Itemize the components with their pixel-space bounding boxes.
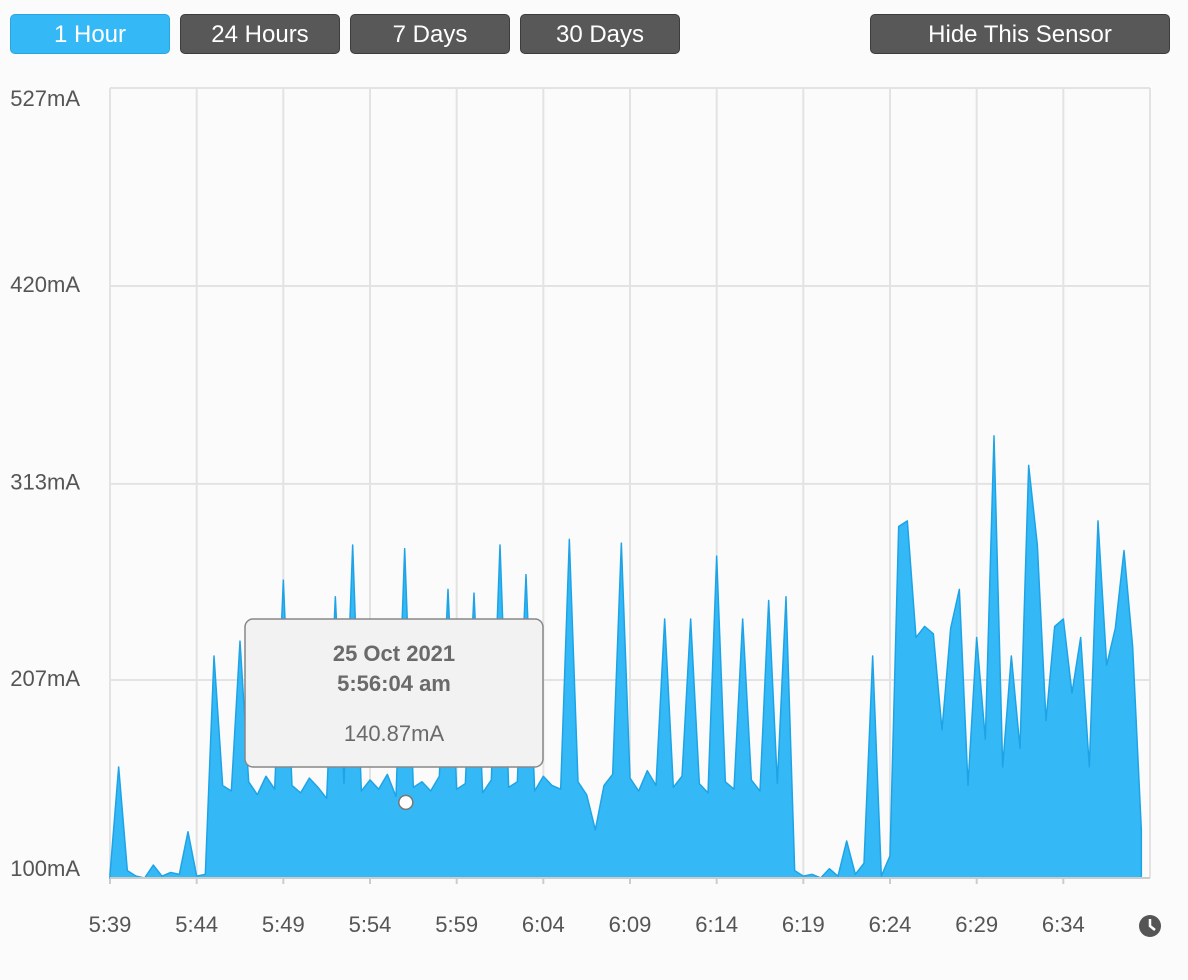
tooltip-date: 25 Oct 2021 [333,641,455,666]
y-tick-label: 207mA [10,666,80,691]
y-tick-label: 420mA [10,272,80,297]
range-button[interactable]: 24 Hours [180,14,340,54]
tooltip-time: 5:56:04 am [337,671,451,696]
y-tick-label: 313mA [10,470,80,495]
x-tick-label: 6:04 [522,912,565,937]
x-tick-label: 6:09 [609,912,652,937]
x-tick-label: 5:39 [89,912,132,937]
hover-marker [398,794,414,811]
clock-icon[interactable] [1139,915,1161,937]
clock-hands [1148,919,1156,931]
tooltip-value: 140.87mA [344,721,445,746]
range-button[interactable]: 30 Days [520,14,680,54]
x-tick-label: 6:19 [782,912,825,937]
tooltip-box [244,618,544,768]
x-tick-label: 5:49 [262,912,305,937]
x-tick-label: 6:14 [695,912,738,937]
x-tick-label: 5:44 [175,912,218,937]
y-tick-label: 527mA [10,86,80,111]
tooltip: 25 Oct 2021 5:56:04 am 140.87mA [244,618,544,768]
range-button[interactable]: 7 Days [350,14,510,54]
range-button[interactable]: 1 Hour [10,14,170,54]
x-tick-label: 5:54 [349,912,392,937]
x-tick-label: 6:34 [1042,912,1085,937]
hide-sensor-button[interactable]: Hide This Sensor [870,14,1170,54]
x-tick-label: 5:59 [435,912,478,937]
x-tick-label: 6:29 [955,912,998,937]
x-tick-label: 6:24 [869,912,912,937]
y-tick-label: 100mA [10,856,80,881]
